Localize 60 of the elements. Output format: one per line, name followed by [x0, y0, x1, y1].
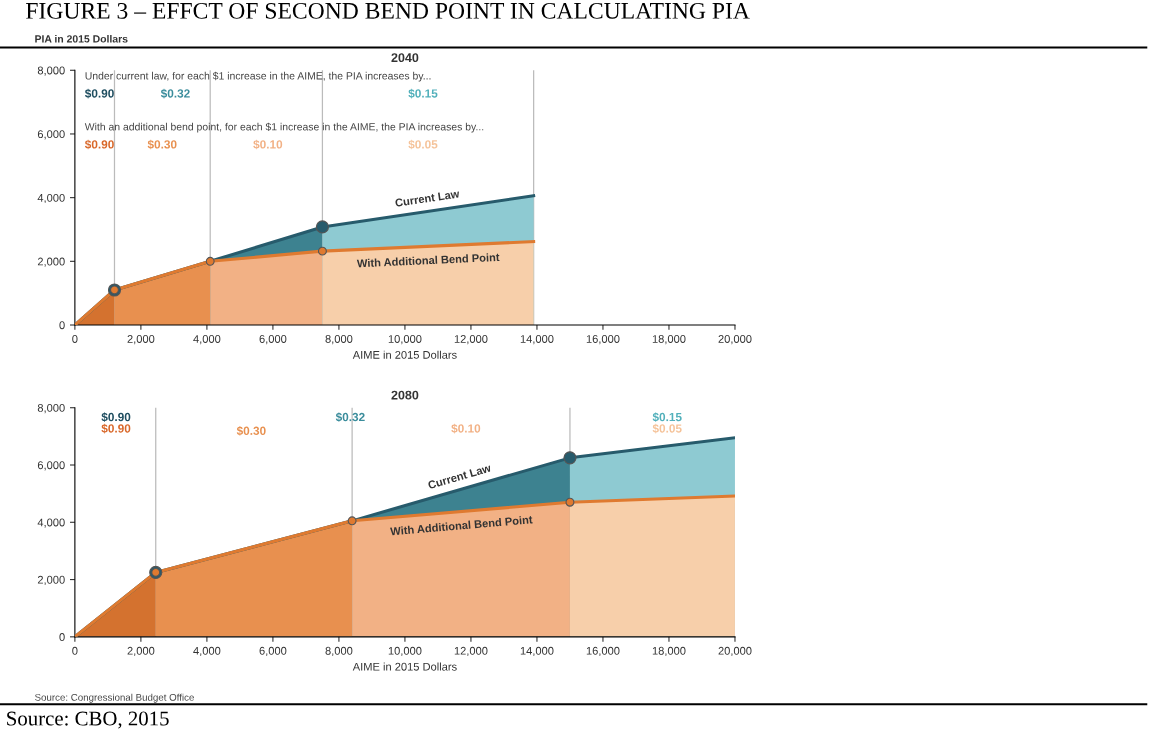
y-tick-label: 2,000	[37, 575, 65, 586]
y-tick-label: 2,000	[37, 257, 65, 267]
annotation: $0.05	[408, 139, 438, 150]
y-tick-label: 0	[59, 633, 65, 641]
x-tick-label: 14,000	[520, 646, 554, 657]
x-tick-label: 6,000	[259, 335, 287, 345]
x-axis-title: AIME in 2015 Dollars	[352, 350, 457, 359]
x-tick-label: 20,000	[718, 646, 752, 657]
series-label: With Additional Bend Point	[389, 515, 533, 536]
text: Current Law	[394, 189, 460, 207]
x-tick-label: 2,000	[127, 335, 155, 345]
x-tick-label: 8,000	[325, 335, 353, 345]
y-tick-label: 4,000	[37, 518, 65, 528]
source-note: Source: CBO, 2015	[7, 711, 169, 729]
annotation: $0.30	[147, 139, 177, 150]
annotation: $0.15	[652, 412, 682, 422]
x-tick-label: 0	[72, 335, 78, 343]
y-tick-label: 6,000	[37, 461, 65, 471]
x-tick-label: 16,000	[586, 646, 620, 657]
chart-title: 2040	[391, 53, 419, 63]
annotation: $0.05	[652, 423, 682, 434]
caption: FIGURE 3 – EFFCT OF SECOND BEND POINT IN CALCULATING PIA	[26, 2, 750, 19]
annotation: $0.15	[408, 88, 438, 99]
annotation: With an additional bend point, for each $1 increase in the AIME, the PIA increases by...	[84, 122, 484, 133]
x-tick-label: 6,000	[259, 646, 287, 657]
annotation: $0.10	[451, 423, 481, 434]
x-tick-label: 14,000	[520, 335, 554, 345]
y-tick-label: 8,000	[37, 66, 65, 76]
y-tick-label: 6,000	[37, 130, 65, 140]
x-tick-label: 16,000	[586, 335, 620, 345]
x-tick-label: 18,000	[652, 646, 686, 657]
x-tick-label: 8,000	[325, 646, 353, 657]
x-tick-label: 12,000	[454, 335, 488, 345]
x-axis-title: AIME in 2015 Dollars	[352, 662, 457, 671]
annotation: $0.10	[253, 139, 283, 150]
annotation: $0.30	[236, 426, 266, 436]
x-tick-label: 10,000	[388, 646, 422, 657]
x-tick-label: 20,000	[718, 335, 752, 345]
x-tick-label: 4,000	[193, 646, 221, 657]
series-label: With Additional Bend Point	[356, 252, 500, 268]
y-axis-title: PIA in 2015 Dollars	[35, 34, 128, 43]
y-tick-label: 8,000	[37, 403, 65, 414]
x-tick-label: 4,000	[193, 335, 221, 345]
x-tick-label: 10,000	[388, 335, 422, 345]
chart-title: 2080	[391, 390, 419, 400]
x-tick-label: 18,000	[652, 335, 686, 345]
x-tick-label: 0	[72, 646, 78, 655]
annotation: $0.32	[160, 88, 190, 99]
annotation: $0.90	[101, 423, 131, 434]
annotation: Under current law, for each $1 increase in the AIME, the PIA increases by...	[85, 71, 431, 82]
x-tick-label: 12,000	[454, 646, 488, 657]
annotation: $0.90	[84, 88, 114, 99]
y-tick-label: 0	[59, 321, 65, 330]
y-tick-label: 4,000	[37, 193, 65, 204]
annotation: $0.90	[101, 412, 131, 422]
text: Current Law	[427, 463, 492, 490]
annotation: $0.32	[335, 412, 365, 422]
source-note: Source: Congressional Budget Office	[35, 693, 194, 703]
annotation: $0.90	[84, 139, 114, 150]
x-tick-label: 2,000	[127, 646, 155, 657]
